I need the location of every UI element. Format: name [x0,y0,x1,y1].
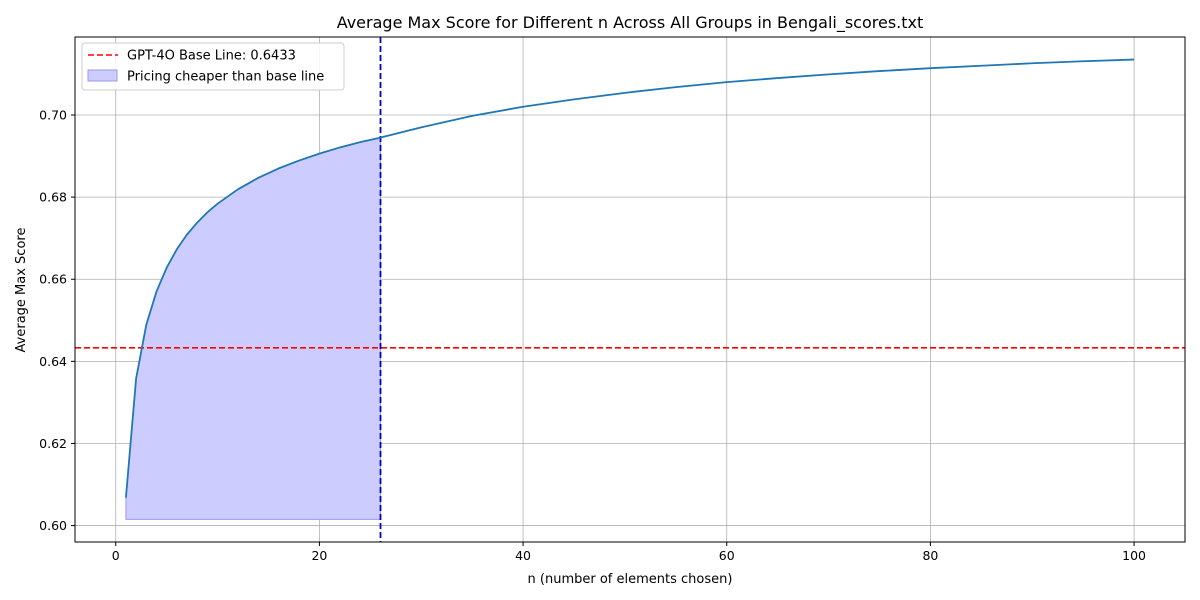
fill-area [125,136,382,520]
x-tick-label: 60 [719,548,735,563]
y-tick-label: 0.62 [39,436,67,451]
fill-region-cheaper [125,136,382,520]
x-tick-label: 0 [112,548,120,563]
x-tick-label: 20 [311,548,327,563]
x-tick-label: 100 [1122,548,1146,563]
plot-lines [75,37,1185,542]
plot-frame [74,36,1186,543]
y-tick-label: 0.60 [39,518,67,533]
y-tick-label: 0.66 [39,272,67,287]
y-axis-title: Average Max Score [14,228,29,353]
x-axis-title: n (number of elements chosen) [528,572,733,587]
legend-baseline-label: GPT-4O Base Line: 0.6433 [127,49,296,64]
series-line [125,58,1135,498]
axis-ticks: 0 20 40 60 80 100 0.60 0.62 0.64 0.66 0.68 0.70 [39,108,1146,563]
x-tick-label: 80 [922,548,938,563]
legend: GPT-4O Base Line: 0.6433 Pricing cheaper… [81,42,345,91]
chart-title: Average Max Score for Different n Across… [337,13,924,33]
legend-fill-label: Pricing cheaper than base line [127,70,324,85]
legend-box [81,42,345,91]
legend-fill-swatch [87,69,118,82]
x-tick-label: 40 [515,548,531,563]
y-tick-label: 0.70 [39,108,67,123]
y-tick-label: 0.64 [39,354,67,369]
y-tick-label: 0.68 [39,190,67,205]
